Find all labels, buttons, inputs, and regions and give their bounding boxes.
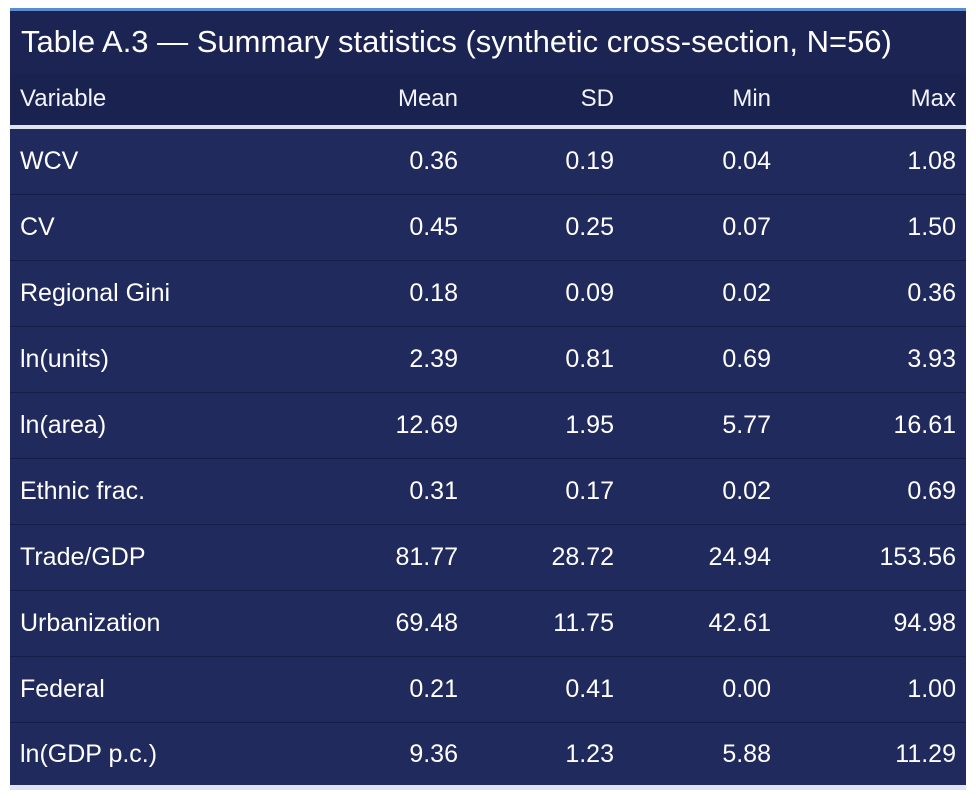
cell-min: 0.02	[722, 477, 771, 505]
header-rule	[10, 125, 966, 129]
cell-min: 42.61	[708, 609, 771, 637]
cell-mean: 12.69	[395, 411, 458, 439]
table-row: ln(units) 2.39 0.81 0.69 3.93	[10, 327, 966, 393]
table-header-row: Variable Mean SD Min Max	[10, 73, 966, 125]
table-row: Urbanization 69.48 11.75 42.61 94.98	[10, 591, 966, 657]
cell-max: 153.56	[879, 543, 956, 571]
cell-sd: 0.25	[565, 213, 614, 241]
cell-sd: 1.23	[565, 739, 614, 768]
table-row: Ethnic frac. 0.31 0.17 0.02 0.69	[10, 459, 966, 525]
cell-sd: 0.19	[565, 147, 614, 175]
row-label: ln(area)	[20, 411, 107, 439]
cell-max: 0.36	[907, 279, 956, 307]
cell-mean: 0.31	[409, 477, 458, 505]
cell-sd: 1.95	[565, 411, 614, 439]
row-label: Trade/GDP	[20, 543, 146, 571]
row-label: CV	[20, 213, 55, 241]
cell-sd: 0.41	[565, 675, 614, 703]
table-row: Regional Gini 0.18 0.09 0.02 0.36	[10, 261, 966, 327]
cell-mean: 0.21	[409, 675, 458, 703]
cell-max: 11.29	[895, 739, 956, 768]
row-label: Federal	[20, 675, 105, 703]
cell-max: 1.08	[907, 147, 956, 175]
cell-mean: 0.36	[409, 147, 458, 175]
cell-mean: 9.36	[409, 739, 458, 768]
column-header-max: Max	[910, 85, 956, 112]
cell-min: 0.00	[722, 675, 771, 703]
column-header-mean: Mean	[397, 85, 458, 112]
bottom-rule	[10, 785, 966, 790]
row-label: Urbanization	[20, 609, 161, 637]
table-row: Federal 0.21 0.41 0.00 1.00	[10, 657, 966, 723]
cell-min: 24.94	[708, 543, 771, 571]
row-label: Ethnic frac.	[20, 477, 146, 505]
cell-max: 3.93	[907, 345, 956, 373]
table-row: WCV 0.36 0.19 0.04 1.08	[10, 129, 966, 195]
cell-sd: 0.81	[565, 345, 614, 373]
cell-sd: 11.75	[553, 609, 614, 637]
row-label: WCV	[20, 147, 79, 175]
summary-statistics-table: Table A.3 — Summary statistics (syntheti…	[10, 8, 966, 790]
cell-min: 0.07	[722, 213, 771, 241]
cell-min: 5.77	[722, 411, 771, 439]
cell-mean: 0.18	[409, 279, 458, 307]
cell-mean: 69.48	[395, 609, 458, 637]
cell-sd: 28.72	[551, 543, 614, 571]
table-row: CV 0.45 0.25 0.07 1.50	[10, 195, 966, 261]
row-label: ln(units)	[20, 345, 109, 373]
cell-mean: 2.39	[409, 345, 458, 373]
table-row: ln(GDP p.c.) 9.36 1.23 5.88 11.29	[10, 723, 966, 785]
top-accent-rule	[10, 8, 966, 11]
cell-min: 0.02	[722, 279, 771, 307]
table-caption: Table A.3 — Summary statistics (syntheti…	[10, 11, 966, 73]
cell-mean: 81.77	[395, 543, 458, 571]
cell-max: 1.00	[907, 675, 956, 703]
cell-max: 16.61	[893, 411, 956, 439]
table-row: ln(area) 12.69 1.95 5.77 16.61	[10, 393, 966, 459]
column-header-min: Min	[732, 85, 771, 112]
table-row: Trade/GDP 81.77 28.72 24.94 153.56	[10, 525, 966, 591]
cell-sd: 0.17	[565, 477, 614, 505]
cell-max: 94.98	[893, 609, 956, 637]
row-label: Regional Gini	[20, 279, 171, 307]
cell-max: 0.69	[907, 477, 956, 505]
cell-mean: 0.45	[409, 213, 458, 241]
column-header-sd: SD	[580, 85, 614, 112]
cell-min: 5.88	[722, 739, 771, 768]
cell-min: 0.04	[722, 147, 771, 175]
cell-max: 1.50	[907, 213, 956, 241]
cell-sd: 0.09	[565, 279, 614, 307]
row-label: ln(GDP p.c.)	[20, 739, 158, 768]
column-header-variable: Variable	[20, 85, 107, 112]
cell-min: 0.69	[722, 345, 771, 373]
